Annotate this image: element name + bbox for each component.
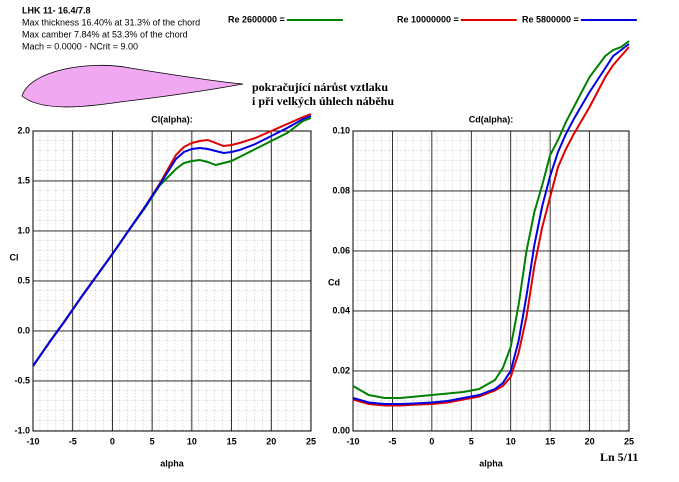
y-tick-label: 0.5 xyxy=(17,275,30,285)
x-tick-label: -5 xyxy=(69,436,77,446)
x-tick-label: 5 xyxy=(469,436,474,446)
x-tick-label: -10 xyxy=(26,436,39,446)
y-tick-label: 0.02 xyxy=(332,365,350,375)
x-axis-label: alpha xyxy=(479,458,504,468)
y-tick-label: 0.06 xyxy=(332,245,350,255)
chart-title: Cd(alpha): xyxy=(469,114,514,124)
y-tick-label: -1.0 xyxy=(14,425,30,435)
x-tick-label: 10 xyxy=(506,436,516,446)
x-tick-label: 0 xyxy=(429,436,434,446)
y-tick-label: 0.00 xyxy=(332,425,350,435)
legend-label: Re 10000000 = xyxy=(397,14,459,24)
y-tick-label: 2.0 xyxy=(17,125,30,135)
x-tick-label: 5 xyxy=(150,436,155,446)
x-tick-label: 15 xyxy=(545,436,555,446)
legend: Re 2600000 = Re 10000000 = Re 5800000 = xyxy=(228,14,637,24)
legend-label: Re 2600000 = xyxy=(228,14,285,24)
airfoil-info: Mach = 0.0000 - NCrit = 9.00 xyxy=(22,41,138,51)
x-tick-label: 25 xyxy=(306,436,316,446)
series-line xyxy=(352,43,630,405)
x-tick-label: 20 xyxy=(585,436,595,446)
y-tick-label: 0.08 xyxy=(332,185,350,195)
x-tick-label: 20 xyxy=(266,436,276,446)
x-tick-label: 10 xyxy=(187,436,197,446)
x-tick-label: -5 xyxy=(388,436,396,446)
plot-frame xyxy=(32,130,312,432)
y-tick-label: 1.5 xyxy=(17,175,30,185)
chart-title: Cl(alpha): xyxy=(151,114,193,124)
x-tick-label: -10 xyxy=(346,436,359,446)
airfoil xyxy=(21,64,244,108)
x-axis-label: alpha xyxy=(160,458,185,468)
airfoil-name: LHK 11- 16.4/7.8 xyxy=(22,5,91,15)
y-axis-label: Cl xyxy=(10,252,19,262)
series-line xyxy=(32,115,312,367)
minor-grid xyxy=(353,131,629,431)
x-tick-label: 0 xyxy=(110,436,115,446)
annotation: i při velkých úhlech náběhu xyxy=(252,94,394,108)
airfoil-info: Max camber 7.84% at 53.3% of the chord xyxy=(22,29,188,39)
footer: Ln 5/11 xyxy=(600,450,638,464)
x-tick-label: 15 xyxy=(227,436,237,446)
legend-label: Re 5800000 = xyxy=(522,14,579,24)
x-tick-label: 25 xyxy=(624,436,634,446)
series-line xyxy=(352,40,630,399)
y-axis-label: Cd xyxy=(328,277,340,287)
airfoil-info: Max thickness 16.40% at 31.3% of the cho… xyxy=(22,17,200,27)
y-tick-label: 0.10 xyxy=(332,125,350,135)
y-tick-label: -0.5 xyxy=(14,375,30,385)
y-tick-label: 0.04 xyxy=(332,305,350,315)
y-tick-label: 1.0 xyxy=(17,225,30,235)
annotation: pokračující nárůst vztlaku xyxy=(252,80,388,94)
y-tick-label: 0.0 xyxy=(17,325,30,335)
plot-frame xyxy=(352,130,630,432)
series-line xyxy=(352,46,630,407)
